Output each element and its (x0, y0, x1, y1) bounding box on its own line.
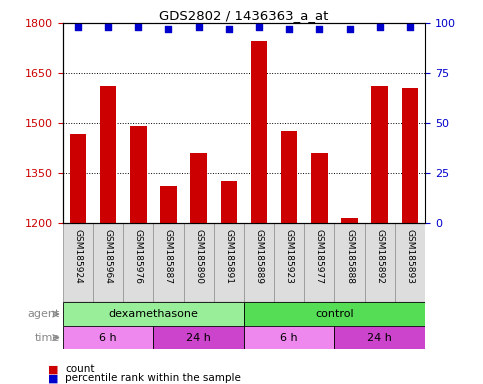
Bar (100, 86, 116, 384)
Point (195, 24, 202, 30)
Bar (63, 222, 93, 302)
Bar (93, 222, 123, 302)
Text: GSM185893: GSM185893 (405, 229, 414, 284)
Text: 24 h: 24 h (367, 333, 392, 343)
Bar (365, 222, 395, 302)
Text: agent: agent (28, 309, 60, 319)
Point (225, 26, 233, 32)
Point (255, 24, 263, 30)
Text: control: control (315, 309, 354, 319)
Title: GDS2802 / 1436363_a_at: GDS2802 / 1436363_a_at (159, 9, 328, 22)
Bar (274, 222, 304, 302)
Text: 6 h: 6 h (281, 333, 298, 343)
Bar (160, 186, 177, 384)
Text: GSM185889: GSM185889 (255, 229, 264, 284)
Bar (70, 134, 86, 384)
Text: GSM185976: GSM185976 (134, 229, 143, 284)
Bar (123, 222, 154, 302)
Point (104, 24, 112, 30)
Text: GSM185964: GSM185964 (103, 229, 113, 284)
Bar (213, 222, 244, 302)
Text: GSM185891: GSM185891 (224, 229, 233, 284)
Bar (154, 326, 244, 349)
Point (134, 24, 142, 30)
Point (74, 24, 82, 30)
Bar (244, 302, 425, 326)
Text: GSM185887: GSM185887 (164, 229, 173, 284)
Bar (244, 326, 334, 349)
Bar (63, 326, 154, 349)
Point (315, 26, 323, 32)
Bar (221, 181, 237, 384)
Bar (251, 41, 267, 384)
Point (376, 24, 384, 30)
Bar (341, 217, 358, 384)
Text: count: count (65, 364, 95, 374)
Bar (311, 153, 327, 384)
Text: GSM185923: GSM185923 (284, 229, 294, 284)
Bar (184, 222, 213, 302)
Text: GSM185888: GSM185888 (345, 229, 354, 284)
Text: 6 h: 6 h (99, 333, 117, 343)
Text: dexamethasone: dexamethasone (108, 309, 199, 319)
Bar (281, 131, 298, 384)
Text: GSM185890: GSM185890 (194, 229, 203, 284)
Point (165, 26, 172, 32)
Text: ■: ■ (48, 364, 59, 374)
Bar (334, 326, 425, 349)
Text: GSM185977: GSM185977 (315, 229, 324, 284)
Bar (190, 153, 207, 384)
Bar (244, 222, 274, 302)
Text: GSM185892: GSM185892 (375, 229, 384, 284)
Point (346, 26, 354, 32)
Text: GSM185924: GSM185924 (73, 229, 83, 284)
Text: percentile rank within the sample: percentile rank within the sample (65, 373, 241, 383)
Bar (402, 88, 418, 384)
Text: 24 h: 24 h (186, 333, 211, 343)
Bar (395, 222, 425, 302)
Bar (304, 222, 334, 302)
Text: ■: ■ (48, 373, 59, 383)
Bar (154, 222, 184, 302)
Text: time: time (34, 333, 60, 343)
Point (285, 26, 293, 32)
Bar (334, 222, 365, 302)
Point (406, 24, 414, 30)
Bar (130, 126, 146, 384)
Bar (63, 302, 244, 326)
Bar (371, 86, 388, 384)
